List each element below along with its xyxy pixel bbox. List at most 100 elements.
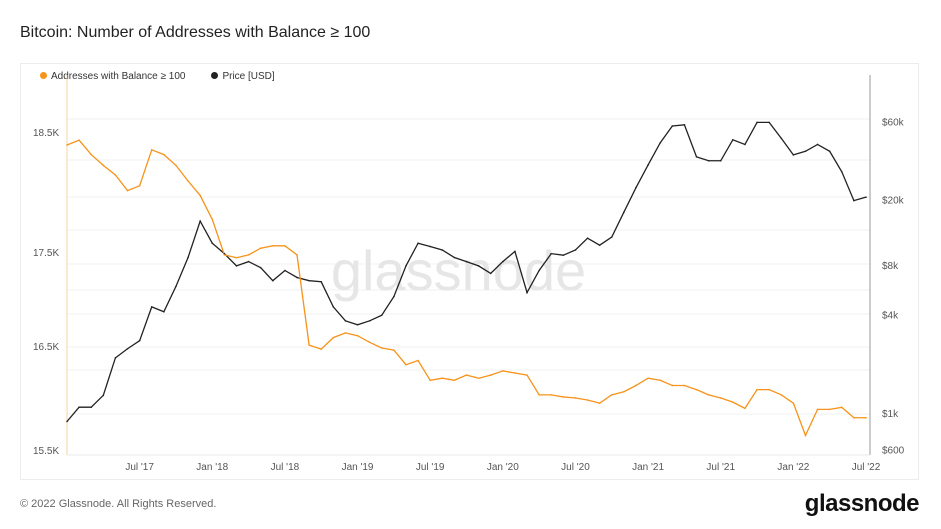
addresses-point [768,388,770,391]
price-point [78,406,80,409]
watermark: glassnode [331,239,586,302]
legend: Addresses with Balance ≥ 100 Price [USD] [40,71,275,82]
addresses-point [235,256,238,259]
legend-item-addresses[interactable]: Addresses with Balance ≥ 100 [40,71,185,82]
price-point [102,394,105,397]
price-point [66,420,68,423]
addresses-point [453,379,456,382]
addresses-point [211,218,214,221]
x-tick-label: Jul '21 [706,462,735,473]
x-tick-label: Jul '18 [271,462,300,473]
addresses-point [514,372,516,374]
addresses-point [284,245,286,247]
y-right-tick-label: $20k [882,196,905,207]
price-point [538,269,540,272]
price-point [550,252,553,255]
addresses-point [635,384,637,387]
price-point [647,164,649,166]
black-dot-icon [211,71,219,79]
addresses-point [114,174,117,176]
addresses-point [259,247,262,249]
price-point [465,260,468,263]
price-point [199,220,201,222]
price-point [441,249,444,251]
glassnode-logo: glassnode [804,490,920,517]
addresses-point [405,363,407,366]
addresses-point [368,341,371,344]
price-point [744,143,746,146]
addresses-point [828,408,831,411]
addresses-point [66,144,68,146]
addresses-point [853,416,855,419]
price-point [514,250,516,253]
price-point [623,211,625,214]
addresses-point [272,245,274,247]
price-point [368,320,371,322]
addresses-point [671,384,674,387]
y-left-tick-label: 18.5K [33,128,59,139]
x-tick-label: Jul '22 [852,462,881,473]
price-point [502,260,504,263]
y-right-tick-label: $8k [882,261,899,272]
legend-item-price[interactable]: Price [USD] [211,71,275,82]
addresses-point [356,334,359,337]
x-tick-label: Jul '17 [125,462,154,473]
price-point [853,199,855,202]
addresses-point [332,336,335,339]
price-point [175,285,177,288]
addresses-point [429,379,431,382]
addresses-point [816,408,819,411]
addresses-point [175,164,177,167]
price-point [223,252,226,255]
price-point [453,256,456,259]
price-point [405,265,407,267]
addresses-point [102,164,105,167]
price-point [284,269,286,272]
addresses-point [586,399,589,401]
price-point [489,272,492,275]
addresses-point [610,394,613,396]
addresses-point [792,402,795,404]
copyright: © 2022 Glassnode. All Rights Reserved. [20,498,217,510]
price-point [259,266,262,269]
addresses-point [477,377,480,380]
addresses-point [393,349,395,351]
addresses-point [441,377,444,380]
addresses-point [417,359,419,362]
price-point [344,320,347,322]
addresses-point [804,434,807,437]
y-left-tick-label: 17.5K [33,248,59,259]
price-point [683,123,686,126]
price-point [429,245,431,248]
x-tick-label: Jan '22 [777,462,809,473]
price-point [380,314,383,317]
price-point [732,138,734,141]
addresses-point [465,374,468,376]
price-point [150,306,153,308]
price-point [671,125,674,127]
addresses-point [90,153,93,156]
y-right-tick-label: $4k [882,310,899,321]
addresses-point [780,394,783,396]
addresses-point [598,402,601,404]
x-tick-label: Jan '18 [196,462,228,473]
price-point [562,254,565,256]
price-point [526,291,528,294]
addresses-point [78,139,80,141]
price-point [635,186,637,189]
addresses-point [320,348,323,350]
orange-dot-icon [40,71,47,79]
addresses-point [840,406,843,409]
addresses-point [223,254,226,256]
price-point [610,236,613,238]
price-point [719,159,722,162]
addresses-point [380,347,383,349]
y-left-tick-label: 16.5K [33,342,59,353]
addresses-point [659,379,661,382]
price-point [417,242,419,245]
addresses-point [623,390,625,393]
x-tick-label: Jul '19 [416,462,445,473]
y-right-tick-label: $60k [882,117,905,128]
addresses-point [865,416,867,419]
